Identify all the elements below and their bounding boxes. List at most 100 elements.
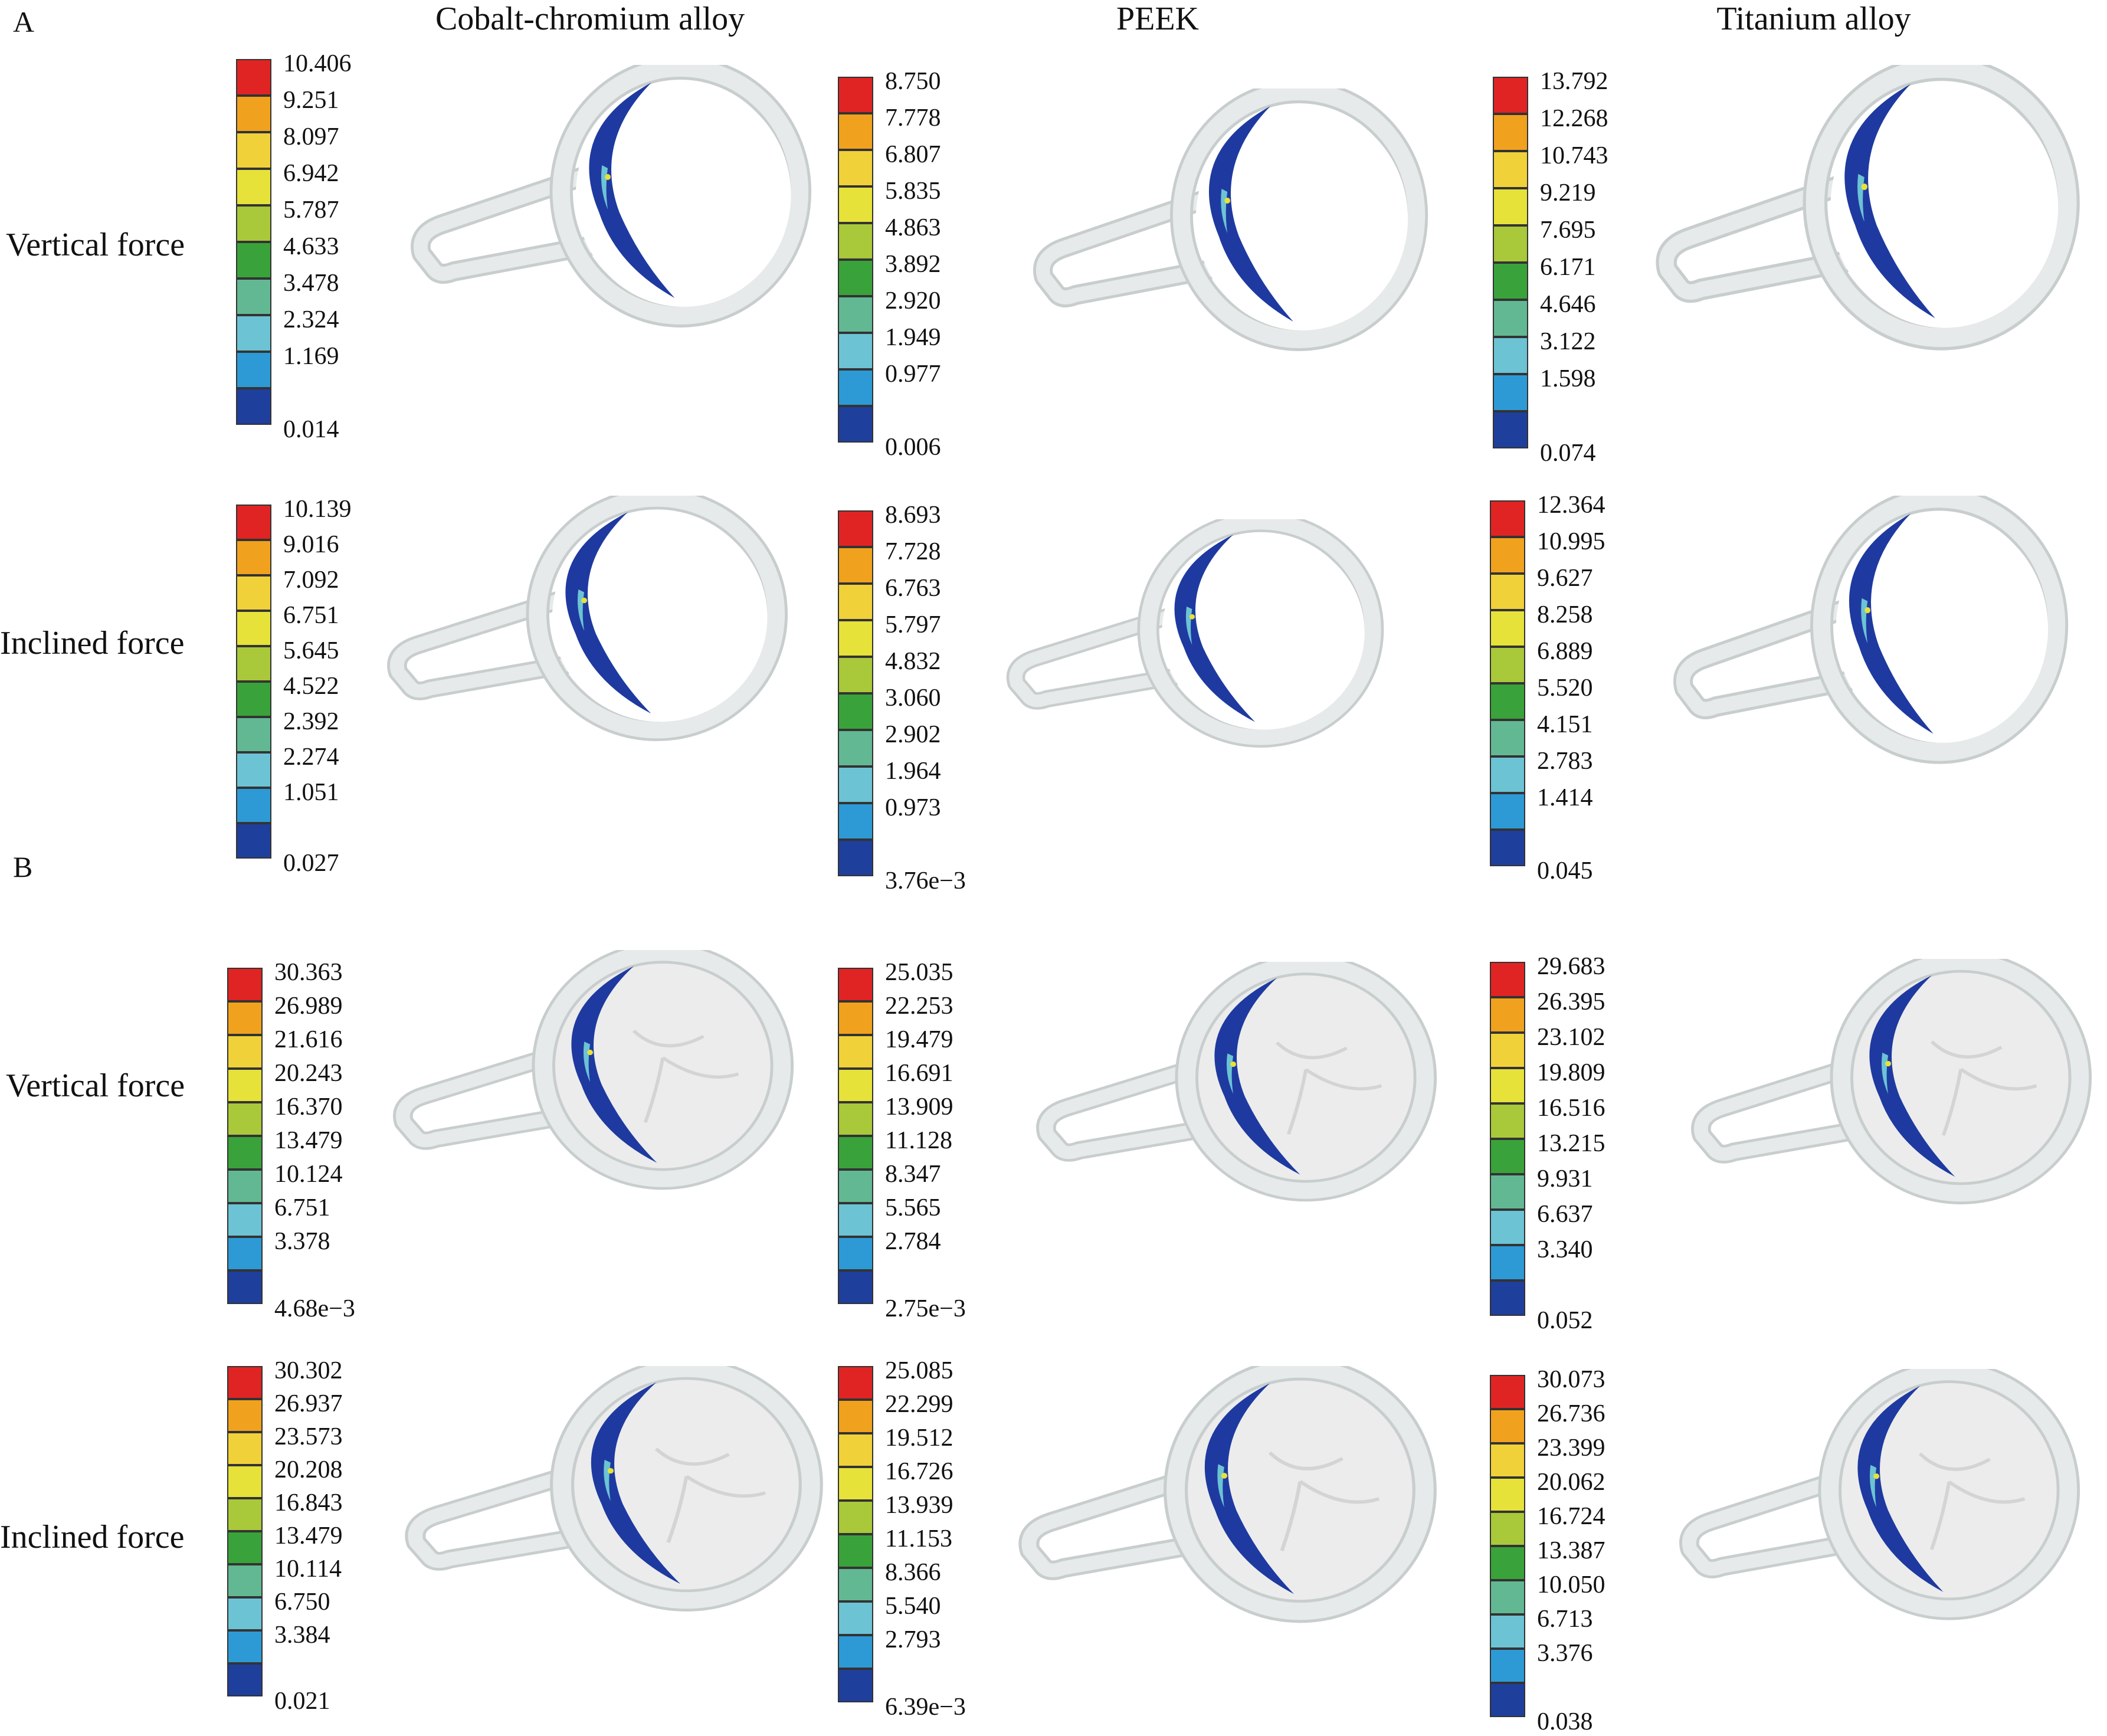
legend-value-label: 3.478: [283, 270, 339, 297]
legend-value-label: 2.793: [885, 1626, 941, 1653]
legend-value-label: 16.691: [885, 1060, 953, 1087]
legend-color-swatch: [838, 1001, 873, 1035]
legend-color-swatch: [236, 169, 271, 205]
legend-color-swatch: [236, 682, 271, 717]
legend-color-swatch: [838, 1601, 873, 1635]
legend-value-label: 30.302: [274, 1357, 343, 1384]
legend-color-swatch: [227, 1170, 263, 1203]
clasp-ring-highlight: [1813, 496, 2066, 761]
stress-hotspot: [1861, 184, 1867, 190]
legend-color-swatch: [236, 96, 271, 132]
legend-color-swatch: [227, 1498, 263, 1531]
clasp-ring-highlight: [553, 1366, 820, 1609]
legend-color-swatch: [838, 1635, 873, 1669]
clasp-ring-highlight: [1833, 959, 2089, 1202]
legend-value-label: 0.014: [283, 416, 339, 443]
legend-value-label: 1.169: [283, 343, 339, 370]
legend-value-label: 6.713: [1537, 1606, 1593, 1633]
legend-value-label: 2.783: [1537, 748, 1593, 775]
legend-value-label: 8.750: [885, 68, 941, 95]
legend-value-label: 4.151: [1537, 711, 1593, 738]
stress-band-low: [1849, 513, 1934, 734]
legend-value-label: 20.208: [274, 1456, 343, 1483]
panel-label-b: B: [13, 850, 33, 883]
legend-value-label: 3.376: [1537, 1640, 1593, 1667]
row-label-a-vertical: Vertical force: [6, 227, 185, 263]
clasp-ring-stress-map: [1656, 65, 2080, 351]
legend-value-label: 5.835: [885, 178, 941, 205]
legend-value-label: 26.937: [274, 1390, 343, 1417]
legend-color-swatch: [838, 1467, 873, 1501]
stress-band-low: [1869, 975, 1955, 1177]
row-label-b-inclined: Inclined force: [0, 1519, 185, 1555]
legend-value-label: 16.370: [274, 1093, 343, 1121]
legend-value-label: 1.964: [885, 758, 941, 785]
legend-color-swatch: [1490, 830, 1525, 866]
legend-value-label: 1.949: [885, 324, 941, 351]
legend-value-label: 25.035: [885, 959, 953, 986]
clasp-ring-stress-map: [411, 65, 812, 327]
legend-value-label: 16.724: [1537, 1503, 1605, 1530]
legend-color-swatch: [236, 788, 271, 823]
legend-value-label: 3.384: [274, 1622, 330, 1649]
legend-color-swatch: [1490, 793, 1525, 830]
legend-color-swatch: [838, 77, 873, 113]
legend-value-label: 10.139: [283, 496, 352, 523]
column-header-cobalt-chromium: Cobalt-chromium alloy: [435, 1, 745, 37]
legend-value-label: 11.153: [885, 1525, 952, 1552]
legend-value-label: 7.728: [885, 538, 941, 565]
stress-band-low: [591, 1383, 681, 1584]
legend-value-label: 1.051: [283, 779, 339, 806]
legend-color-swatch: [838, 1400, 873, 1433]
legend-color-swatch: [838, 840, 873, 876]
legend-color-swatch: [1493, 225, 1528, 263]
legend-value-label: 0.021: [274, 1688, 330, 1715]
legend-value-label: 4.522: [283, 673, 339, 700]
legend-color-swatch: [838, 260, 873, 296]
stress-band-low: [571, 966, 657, 1163]
legend-color-swatch: [1493, 374, 1528, 411]
legend-value-label: 2.392: [283, 708, 339, 735]
legend-value-label: 16.516: [1537, 1095, 1605, 1122]
stress-hotspot: [1885, 1060, 1891, 1067]
legend-color-swatch: [1490, 997, 1525, 1033]
legend-color-swatch: [838, 584, 873, 620]
legend-value-label: 25.085: [885, 1357, 953, 1384]
legend-value-label: 6.750: [274, 1588, 330, 1616]
legend-value-label: 19.512: [885, 1424, 953, 1452]
legend-color-swatch: [227, 1366, 263, 1399]
stress-hotspot: [1189, 614, 1195, 620]
legend-value-label: 8.258: [1537, 601, 1593, 628]
legend-color-swatch: [227, 1203, 263, 1237]
legend-color-swatch: [1490, 500, 1525, 537]
legend-value-label: 6.807: [885, 141, 941, 168]
row-label-b-vertical: Vertical force: [6, 1067, 185, 1104]
legend-color-swatch: [227, 1399, 263, 1432]
clasp-arm-highlight: [1039, 1052, 1243, 1159]
legend-color-swatch: [1493, 151, 1528, 188]
clasp-ring-highlight: [535, 950, 791, 1187]
legend-color-swatch: [236, 352, 271, 388]
legend-value-label: 5.787: [283, 196, 339, 224]
clasp-ring-highlight: [1178, 962, 1434, 1199]
legend-value-label: 0.052: [1537, 1307, 1593, 1334]
legend-color-swatch: [838, 1069, 873, 1102]
stress-hotspot: [581, 597, 587, 604]
legend-value-label: 13.909: [885, 1093, 953, 1121]
legend-color-swatch: [1490, 1139, 1525, 1174]
legend-color-swatch: [236, 388, 271, 425]
legend-color-swatch: [227, 1564, 263, 1597]
legend-color-swatch: [1493, 188, 1528, 225]
legend-color-swatch: [1490, 1174, 1525, 1210]
stress-hotspot: [1224, 198, 1230, 204]
legend-color-swatch: [236, 823, 271, 859]
stress-band-low: [1204, 1383, 1295, 1594]
clasp-arm-highlight: [1009, 605, 1202, 707]
legend-color-swatch: [838, 968, 873, 1001]
legend-value-label: 16.726: [885, 1458, 953, 1485]
legend-color-swatch: [1490, 647, 1525, 683]
legend-color-swatch: [838, 767, 873, 803]
legend-value-label: 5.520: [1537, 674, 1593, 702]
legend-value-label: 0.977: [885, 361, 941, 388]
legend-value-label: 13.479: [274, 1127, 343, 1154]
